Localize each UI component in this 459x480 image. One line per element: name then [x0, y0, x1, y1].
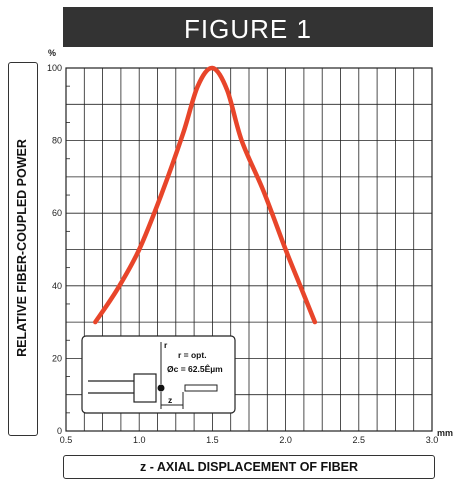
y-tick-label: 0: [57, 426, 62, 436]
lens-diagram-inset: r r = opt. Øc = 62.5Êµm z: [81, 335, 236, 414]
figure-title-banner: FIGURE 1: [63, 7, 433, 47]
plot-frame: [65, 67, 433, 432]
x-axis-label: z - AXIAL DISPLACEMENT OF FIBER: [139, 460, 359, 474]
inset-frame: [81, 335, 236, 414]
x-tick-label: 1.5: [206, 435, 219, 445]
figure-title: FIGURE 1: [184, 14, 312, 44]
x-tick-label: 0.5: [60, 435, 73, 445]
inset-label-diameter: Øc = 62.5Êµm: [167, 363, 223, 374]
x-axis-label-box: z - AXIAL DISPLACEMENT OF FIBER: [63, 455, 435, 479]
x-tick-label: 3.0: [426, 435, 439, 445]
x-tick-label: 1.0: [133, 435, 146, 445]
x-tick-label: 2.0: [279, 435, 292, 445]
inset-label-opt: r = opt.: [178, 350, 207, 360]
y-tick-label: 80: [52, 136, 62, 146]
y-axis-label-box: [8, 62, 38, 436]
x-tick-label: 2.5: [353, 435, 366, 445]
y-tick-label: 40: [52, 281, 62, 291]
inset-label-z: z: [168, 395, 172, 405]
y-unit-label: %: [48, 48, 56, 58]
x-unit-label: mm: [437, 428, 453, 438]
y-tick-label: 20: [52, 353, 62, 363]
lens-housing: [133, 373, 157, 403]
tick-labels: 0.5 1.0 1.5 2.0 2.5 3.0 0 20 40 60 80 100: [47, 63, 438, 445]
series-line: [93, 65, 318, 325]
ball-lens: [157, 384, 165, 392]
y-tick-label: 60: [52, 208, 62, 218]
series: [93, 65, 318, 325]
y-tick-label: 100: [47, 63, 62, 73]
receiving-fiber: [184, 384, 218, 392]
inset-label-r: r: [164, 340, 168, 350]
